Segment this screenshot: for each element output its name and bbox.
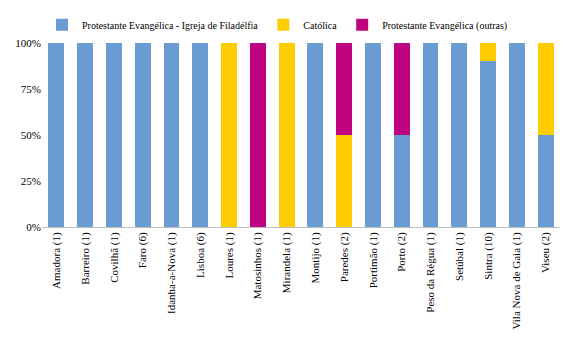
svg-text:Peso da Régua (1): Peso da Régua (1): [424, 232, 437, 313]
svg-text:Portimão (1): Portimão (1): [367, 232, 380, 288]
svg-text:Viseu (2): Viseu (2): [539, 232, 552, 273]
svg-text:Montijo (1): Montijo (1): [309, 232, 322, 283]
svg-text:Amadora (1): Amadora (1): [50, 232, 63, 289]
svg-text:Vila Nova de Gaia (1): Vila Nova de Gaia (1): [510, 232, 523, 329]
svg-text:Protestante Evangélica (outras: Protestante Evangélica (outras): [382, 20, 507, 32]
svg-text:0%: 0%: [26, 221, 41, 233]
svg-text:Católica: Católica: [303, 20, 337, 31]
svg-text:75%: 75%: [21, 83, 41, 95]
svg-text:50%: 50%: [21, 129, 41, 141]
svg-text:Setúbal (1): Setúbal (1): [453, 232, 466, 281]
svg-text:Matosinhos (1): Matosinhos (1): [251, 232, 264, 299]
svg-text:Covilhã (1): Covilhã (1): [108, 232, 121, 283]
svg-text:Lisboa (6): Lisboa (6): [194, 232, 207, 278]
svg-text:Protestante Evangélica - Igrej: Protestante Evangélica - Igreja de Filad…: [82, 20, 258, 31]
svg-text:Paredes (2): Paredes (2): [338, 232, 351, 282]
svg-text:100%: 100%: [15, 37, 41, 49]
svg-text:25%: 25%: [21, 175, 41, 187]
svg-text:Loures (1): Loures (1): [223, 232, 236, 278]
svg-text:Mirandela (1): Mirandela (1): [280, 232, 293, 293]
svg-text:Idanha-a-Nova (1): Idanha-a-Nova (1): [165, 232, 178, 314]
svg-text:Barreiro (1): Barreiro (1): [79, 232, 92, 285]
svg-text:Faro (6): Faro (6): [136, 232, 149, 268]
svg-text:Porto (2): Porto (2): [395, 232, 408, 272]
svg-text:Sintra (10): Sintra (10): [482, 232, 495, 280]
